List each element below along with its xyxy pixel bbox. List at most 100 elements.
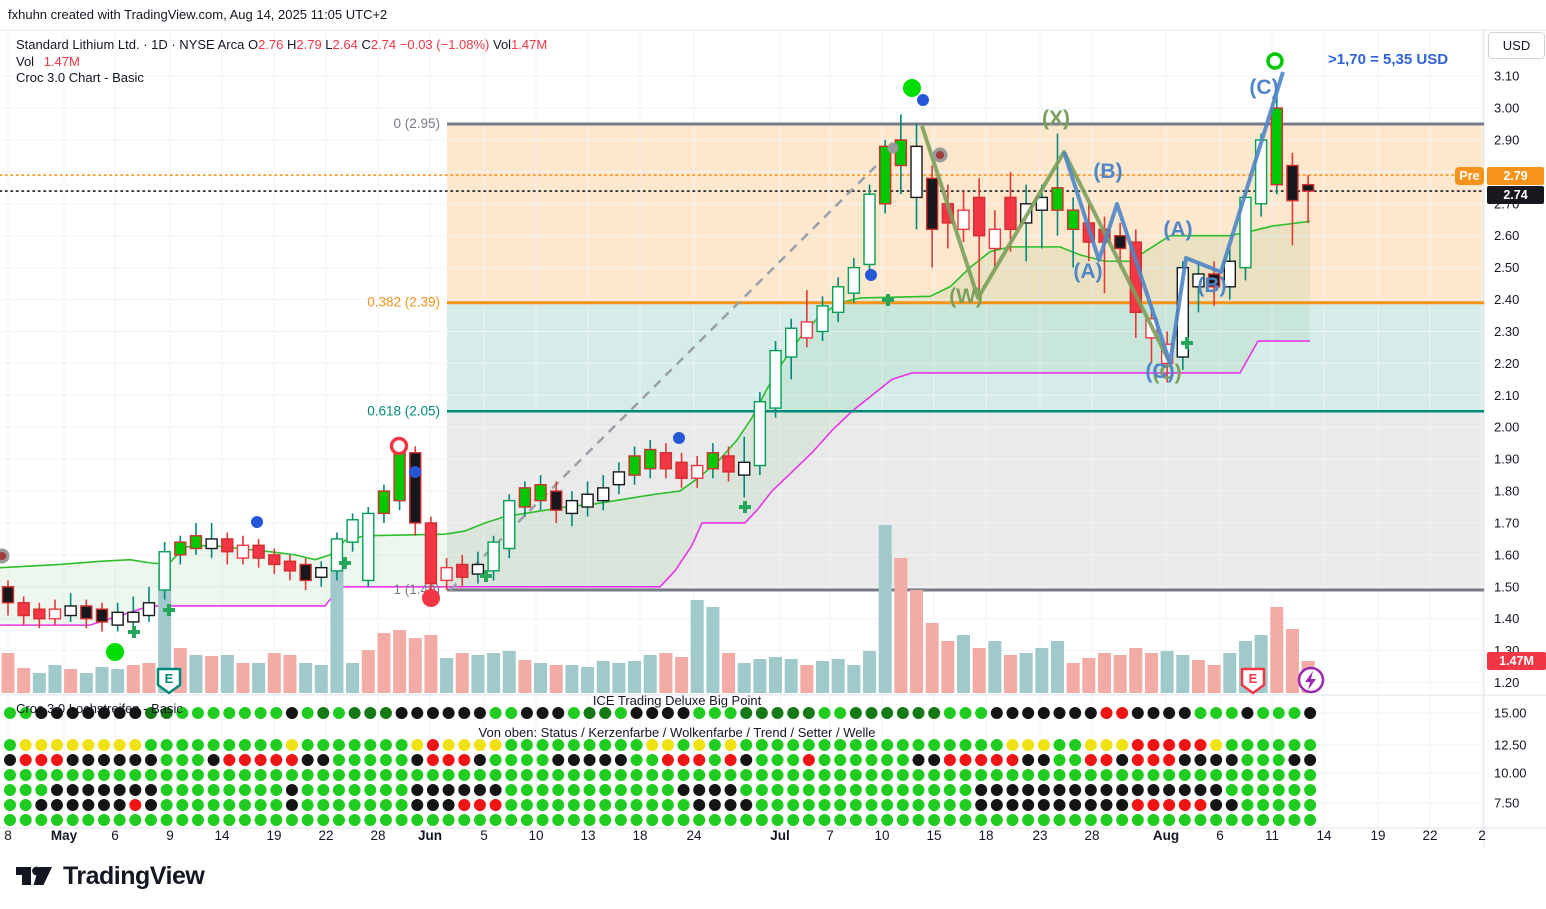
price-tick-label[interactable]: 3.10	[1494, 69, 1519, 84]
date-tick-label[interactable]: 19	[1370, 828, 1385, 843]
date-tick-label[interactable]: 9	[166, 828, 174, 843]
date-tick-label[interactable]: 2	[1478, 828, 1486, 843]
volume-bar	[816, 661, 830, 693]
date-tick-label[interactable]: 15	[926, 828, 941, 843]
lochstreifen-dot-welle	[1210, 814, 1223, 826]
lochstreifen-dot-welle	[97, 814, 110, 826]
date-tick-label[interactable]: 19	[266, 828, 281, 843]
lochstreifen-dot-kerzenfarbe	[489, 754, 502, 766]
tradingview-logo[interactable]: TradingView	[14, 860, 205, 892]
candle-body	[283, 560, 297, 572]
ice-status-dot	[959, 707, 972, 719]
price-tick-label[interactable]: 2.90	[1494, 132, 1519, 147]
date-tick-label[interactable]: 23	[1032, 828, 1047, 843]
lochstreifen-dot-trend	[82, 784, 95, 796]
lochstreifen-dot-kerzenfarbe	[755, 754, 768, 766]
volume-bar	[32, 673, 46, 693]
date-tick-label[interactable]: 24	[686, 828, 702, 843]
lochstreifen-dot-kerzenfarbe	[207, 754, 220, 766]
candle-body	[174, 541, 187, 556]
lochstreifen-dot-setter	[317, 799, 330, 811]
lochstreifen-dot-status	[834, 739, 847, 751]
date-tick-label[interactable]: 22	[318, 828, 333, 843]
date-tick-label[interactable]: 28	[370, 828, 385, 843]
lochstreifen-dot-welle	[583, 814, 596, 826]
lochstreifen-dot-setter	[207, 799, 220, 811]
lochstreifen-dot-status	[489, 739, 502, 751]
symbol-ohlc-line[interactable]: Standard Lithium Ltd. · 1D · NYSE Arca O…	[16, 37, 548, 52]
price-tick-label[interactable]: 2.10	[1494, 388, 1519, 403]
ice-status-dot	[536, 707, 549, 719]
lochstreifen-dot-wolkenfarbe	[583, 769, 596, 781]
date-tick-label[interactable]: May	[51, 828, 78, 843]
lochstreifen-title[interactable]: Croc 3.0 Lochstreifen - Basic	[16, 701, 183, 716]
lochstreifen-dot-setter	[301, 799, 314, 811]
lochstreifen-dot-kerzenfarbe	[693, 754, 706, 766]
price-tick-label[interactable]: 1.70	[1494, 515, 1519, 530]
price-tick-label[interactable]: 1.80	[1494, 484, 1519, 499]
date-tick-label[interactable]: 6	[111, 828, 119, 843]
price-tick-label[interactable]: 2.50	[1494, 260, 1519, 275]
lochstreifen-dot-setter	[35, 799, 48, 811]
lochstreifen-dot-wolkenfarbe	[943, 769, 956, 781]
indicator-title[interactable]: Croc 3.0 Chart - Basic	[16, 70, 144, 85]
lochstreifen-dot-status	[1210, 739, 1223, 751]
date-tick-label[interactable]: 18	[632, 828, 647, 843]
date-tick-label[interactable]: 8	[4, 828, 12, 843]
lochstreifen-dot-welle	[1147, 814, 1160, 826]
ice-status-dot	[881, 707, 894, 719]
date-tick-label[interactable]: 14	[1316, 828, 1332, 843]
candle-body	[158, 551, 171, 591]
price-tick-label[interactable]: 1.40	[1494, 611, 1519, 626]
lochstreifen-dot-setter	[82, 799, 95, 811]
date-tick-label[interactable]: Aug	[1153, 828, 1179, 843]
date-tick-label[interactable]: 18	[978, 828, 993, 843]
panel-tick-label[interactable]: 15.00	[1494, 706, 1527, 721]
currency-selector[interactable]: USD	[1488, 32, 1545, 59]
lochstreifen-dot-kerzenfarbe	[834, 754, 847, 766]
price-tick-label[interactable]: 1.50	[1494, 579, 1519, 594]
lochstreifen-dot-wolkenfarbe	[317, 769, 330, 781]
lochstreifen-dot-setter	[1069, 799, 1082, 811]
date-tick-label[interactable]: 6	[1216, 828, 1224, 843]
panel-tick-label[interactable]: 12.50	[1494, 738, 1527, 753]
date-tick-label[interactable]: 5	[480, 828, 488, 843]
ice-status-dot	[708, 707, 721, 719]
lochstreifen-dot-wolkenfarbe	[82, 769, 95, 781]
date-tick-label[interactable]: 28	[1084, 828, 1099, 843]
price-tick-label[interactable]: 2.00	[1494, 420, 1519, 435]
price-target-annotation[interactable]: >1,70 = 5,35 USD	[1328, 51, 1449, 68]
lochstreifen-dot-wolkenfarbe	[4, 769, 16, 781]
panel-tick-label[interactable]: 7.50	[1494, 796, 1519, 811]
lochstreifen-dot-setter	[787, 799, 800, 811]
lochstreifen-dot-kerzenfarbe	[724, 754, 737, 766]
price-tick-label[interactable]: 1.90	[1494, 452, 1519, 467]
price-tick-label[interactable]: 1.20	[1494, 675, 1519, 690]
price-tick-label[interactable]: 1.60	[1494, 547, 1519, 562]
date-tick-label[interactable]: 10	[528, 828, 543, 843]
price-tick-label[interactable]: 2.60	[1494, 228, 1519, 243]
date-tick-label[interactable]: 13	[580, 828, 595, 843]
date-tick-label[interactable]: 7	[826, 828, 834, 843]
price-tick-label[interactable]: 3.00	[1494, 101, 1519, 116]
ice-status-dot	[4, 707, 16, 719]
price-tick-label[interactable]: 2.40	[1494, 292, 1519, 307]
panel-tick-label[interactable]: 10.00	[1494, 766, 1527, 781]
date-tick-label[interactable]: Jun	[418, 828, 442, 843]
price-tick-label[interactable]: 2.20	[1494, 356, 1519, 371]
price-tick-label[interactable]: 2.30	[1494, 324, 1519, 339]
lochstreifen-dot-setter	[473, 799, 486, 811]
lochstreifen-dot-wolkenfarbe	[1053, 769, 1066, 781]
lochstreifen-dot-status	[1178, 739, 1191, 751]
lochstreifen-dot-trend	[1147, 784, 1160, 796]
date-tick-label[interactable]: 14	[214, 828, 230, 843]
date-tick-label[interactable]: 11	[1265, 828, 1279, 843]
date-tick-label[interactable]: 10	[874, 828, 889, 843]
date-tick-label[interactable]: 22	[1422, 828, 1437, 843]
volume-bar	[596, 661, 610, 693]
lochstreifen-dot-welle	[520, 814, 533, 826]
ice-status-dot	[1116, 707, 1129, 719]
lochstreifen-dot-wolkenfarbe	[771, 769, 784, 781]
date-tick-label[interactable]: Jul	[770, 828, 790, 843]
